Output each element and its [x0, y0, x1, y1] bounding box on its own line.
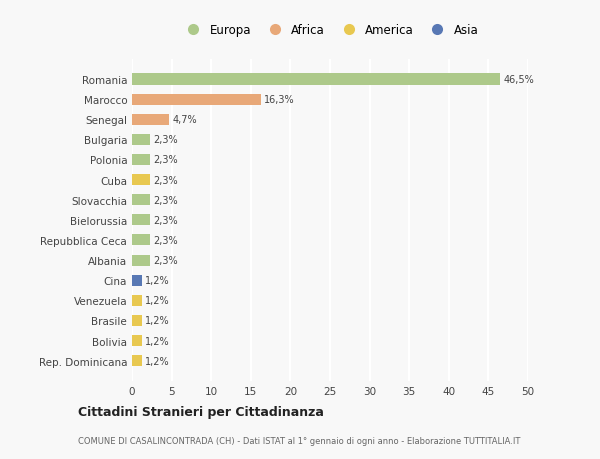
Text: 46,5%: 46,5% [503, 75, 534, 85]
Text: 1,2%: 1,2% [145, 296, 169, 306]
Bar [132, 114, 169, 125]
Bar [132, 355, 142, 366]
Text: 1,2%: 1,2% [145, 356, 169, 366]
Legend: Europa, Africa, America, Asia: Europa, Africa, America, Asia [181, 24, 479, 37]
Text: 2,3%: 2,3% [154, 135, 178, 145]
Text: 2,3%: 2,3% [154, 175, 178, 185]
Bar [132, 174, 150, 186]
Bar [132, 95, 261, 106]
Text: 4,7%: 4,7% [172, 115, 197, 125]
Bar [132, 215, 150, 226]
Bar [132, 255, 150, 266]
Bar [132, 235, 150, 246]
Bar [132, 315, 142, 326]
Bar [132, 335, 142, 346]
Text: COMUNE DI CASALINCONTRADA (CH) - Dati ISTAT al 1° gennaio di ogni anno - Elabora: COMUNE DI CASALINCONTRADA (CH) - Dati IS… [78, 436, 520, 445]
Bar [132, 155, 150, 166]
Bar [132, 195, 150, 206]
Text: 16,3%: 16,3% [264, 95, 295, 105]
Bar [132, 134, 150, 146]
Text: 2,3%: 2,3% [154, 155, 178, 165]
Bar [132, 74, 500, 85]
Text: 1,2%: 1,2% [145, 316, 169, 326]
Text: 2,3%: 2,3% [154, 215, 178, 225]
Bar [132, 275, 142, 286]
Text: 2,3%: 2,3% [154, 195, 178, 205]
Text: 2,3%: 2,3% [154, 256, 178, 265]
Text: 1,2%: 1,2% [145, 336, 169, 346]
Text: 2,3%: 2,3% [154, 235, 178, 246]
Text: Cittadini Stranieri per Cittadinanza: Cittadini Stranieri per Cittadinanza [78, 405, 324, 419]
Text: 1,2%: 1,2% [145, 275, 169, 285]
Bar [132, 295, 142, 306]
